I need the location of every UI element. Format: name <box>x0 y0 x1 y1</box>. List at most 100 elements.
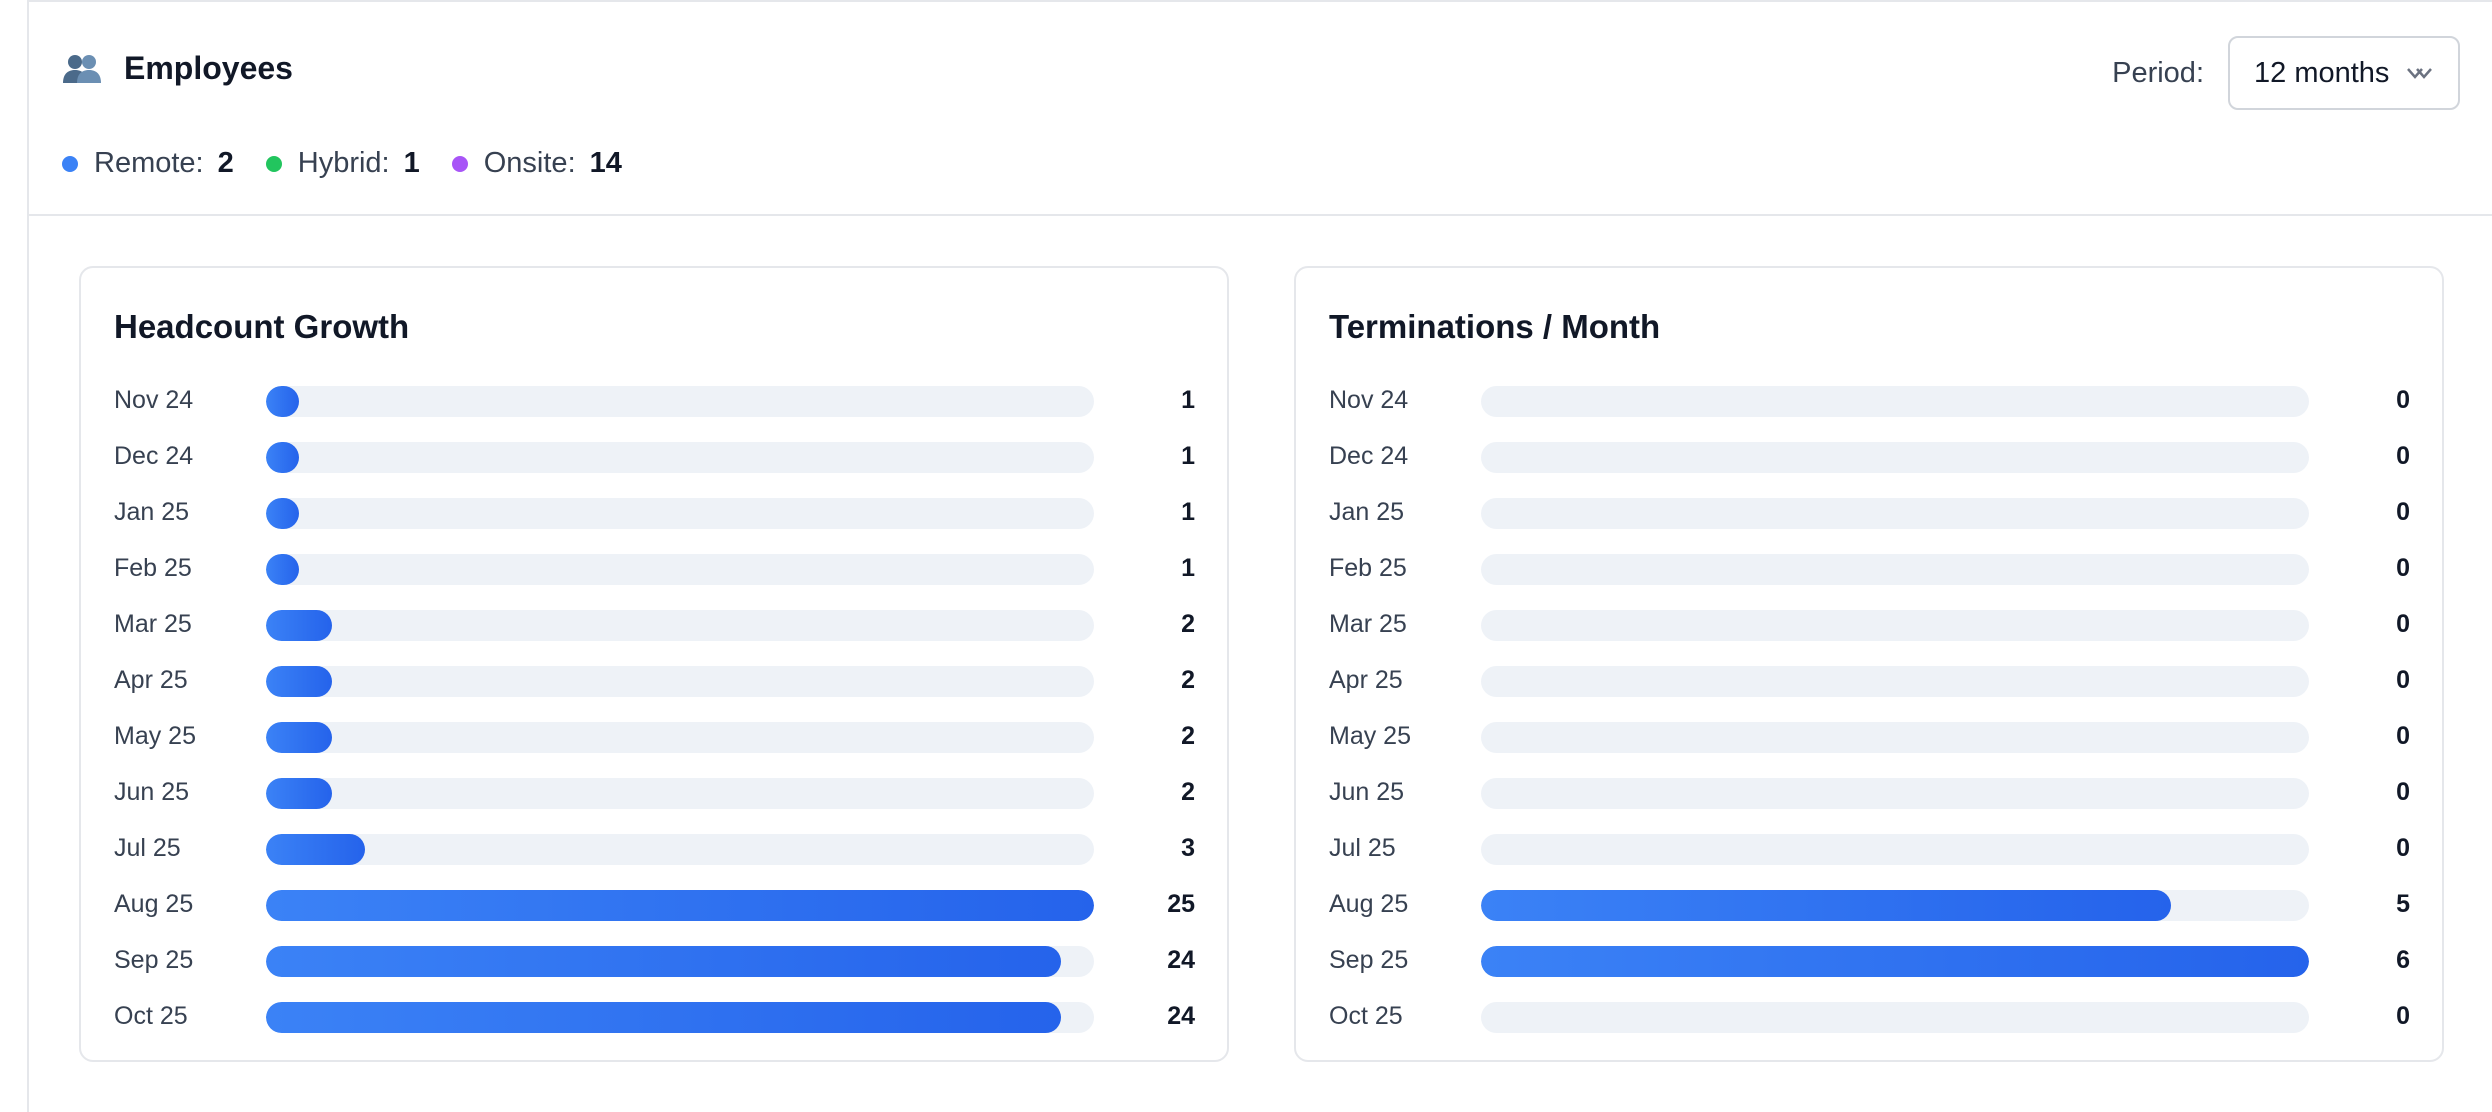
bar-label: Dec 24 <box>114 442 194 470</box>
bar-track <box>1481 610 2309 641</box>
bar-value: 0 <box>2396 498 2410 526</box>
bar <box>266 498 299 529</box>
bar <box>1481 946 2309 977</box>
bar-label: Jun 25 <box>114 778 190 806</box>
bar <box>266 1002 1061 1033</box>
bar-value: 0 <box>2396 778 2410 806</box>
bar-label: Jan 25 <box>114 498 190 526</box>
bar-row: Oct 25 0 <box>1296 988 2442 1044</box>
bar-value: 25 <box>1167 890 1195 918</box>
bar-value: 0 <box>2396 1002 2410 1030</box>
bar-label: Nov 24 <box>114 386 194 414</box>
bar <box>1481 890 2171 921</box>
bar-track <box>266 386 1094 417</box>
bar-label: Jul 25 <box>1329 834 1396 862</box>
bar-value: 1 <box>1181 498 1195 526</box>
legend-count: 1 <box>403 147 420 179</box>
bar-label: Apr 25 <box>114 666 188 694</box>
bar-track <box>1481 946 2309 977</box>
bar-row: Jul 25 0 <box>1296 820 2442 876</box>
employees-card: Employees Remote: 2 Hybrid: 1 Onsite: 14… <box>27 0 2492 1112</box>
terminations-bars: Nov 24 0 Dec 24 0 Jan 25 0 Feb 25 0 Mar 25 0 Apr 2… <box>1296 372 2442 1044</box>
bar-row: Aug 25 25 <box>81 876 1227 932</box>
bar-track <box>266 722 1094 753</box>
bar-track <box>1481 890 2309 921</box>
bar-label: Jun 25 <box>1329 778 1405 806</box>
bar <box>266 890 1094 921</box>
bar-track <box>1481 498 2309 529</box>
bar-label: May 25 <box>114 722 196 750</box>
legend-count: 14 <box>589 147 622 179</box>
bar-row: Jul 25 3 <box>81 820 1227 876</box>
bar-value: 1 <box>1181 386 1195 414</box>
bar-track <box>1481 722 2309 753</box>
legend-count: 2 <box>217 147 234 179</box>
bar-value: 0 <box>2396 666 2410 694</box>
bar-row: Nov 24 1 <box>81 372 1227 428</box>
bar-track <box>1481 386 2309 417</box>
panel-title: Headcount Growth <box>114 308 410 345</box>
bar-label: Oct 25 <box>114 1002 188 1030</box>
bar-label: Mar 25 <box>114 610 192 638</box>
bar-value: 0 <box>2396 722 2410 750</box>
headcount-growth-panel: Headcount Growth Nov 24 1 Dec 24 1 Jan 25 1 Fe… <box>79 266 1229 1062</box>
legend-item-remote: Remote: 2 <box>62 147 234 180</box>
bar-row: Feb 25 0 <box>1296 540 2442 596</box>
bar-row: Sep 25 6 <box>1296 932 2442 988</box>
card-header: Employees Remote: 2 Hybrid: 1 Onsite: 14… <box>29 2 2492 216</box>
bar-row: Apr 25 0 <box>1296 652 2442 708</box>
bar-label: Jan 25 <box>1329 498 1405 526</box>
bar-value: 2 <box>1181 778 1195 806</box>
bar-value: 24 <box>1167 946 1195 974</box>
period-select[interactable]: 12 months <box>2228 36 2460 110</box>
bar-value: 1 <box>1181 554 1195 582</box>
bar-value: 24 <box>1167 1002 1195 1030</box>
bar-track <box>266 442 1094 473</box>
bar-track <box>266 1002 1094 1033</box>
bar-label: Nov 24 <box>1329 386 1409 414</box>
bar <box>266 778 332 809</box>
bar-row: May 25 2 <box>81 708 1227 764</box>
bar-value: 2 <box>1181 610 1195 638</box>
bar-track <box>266 834 1094 865</box>
bar-label: Sep 25 <box>114 946 194 974</box>
period-control: Period: 12 months <box>2112 36 2460 110</box>
bar-row: Mar 25 0 <box>1296 596 2442 652</box>
legend-label: Remote: <box>94 147 204 179</box>
bar-value: 5 <box>2396 890 2410 918</box>
bar-label: Feb 25 <box>1329 554 1407 582</box>
legend-label: Hybrid: <box>297 147 390 179</box>
bar-track <box>1481 1002 2309 1033</box>
bar-value: 0 <box>2396 834 2410 862</box>
bar-label: Apr 25 <box>1329 666 1403 694</box>
bar-row: Dec 24 1 <box>81 428 1227 484</box>
bar-value: 2 <box>1181 666 1195 694</box>
bar-row: Sep 25 24 <box>81 932 1227 988</box>
bar-track <box>266 890 1094 921</box>
hybrid-dot-icon <box>265 155 282 172</box>
bar-value: 0 <box>2396 442 2410 470</box>
bar-row: Aug 25 5 <box>1296 876 2442 932</box>
bar-value: 0 <box>2396 610 2410 638</box>
bar-label: Feb 25 <box>114 554 192 582</box>
legend-label: Onsite: <box>483 147 576 179</box>
bar-row: Jun 25 2 <box>81 764 1227 820</box>
bar <box>266 554 299 585</box>
bar-track <box>1481 666 2309 697</box>
bar <box>266 946 1061 977</box>
bar-row: Nov 24 0 <box>1296 372 2442 428</box>
bar-value: 3 <box>1181 834 1195 862</box>
bar-row: Dec 24 0 <box>1296 428 2442 484</box>
period-label: Period: <box>2112 56 2204 89</box>
bar-track <box>266 666 1094 697</box>
bar-track <box>266 498 1094 529</box>
bar <box>266 834 365 865</box>
bar-track <box>266 610 1094 641</box>
bar-track <box>266 554 1094 585</box>
title-row: Employees <box>62 50 293 87</box>
headcount-bars: Nov 24 1 Dec 24 1 Jan 25 1 Feb 25 1 Mar 25 2 Apr 2… <box>81 372 1227 1044</box>
bar <box>266 386 299 417</box>
bar-row: Apr 25 2 <box>81 652 1227 708</box>
bar-track <box>1481 834 2309 865</box>
bar-label: May 25 <box>1329 722 1411 750</box>
